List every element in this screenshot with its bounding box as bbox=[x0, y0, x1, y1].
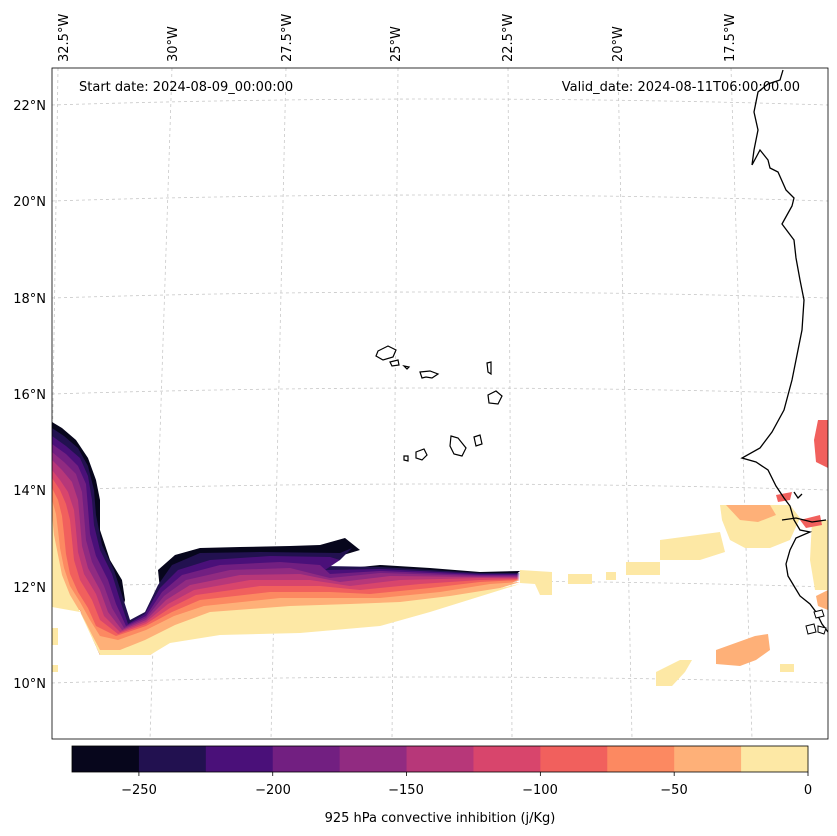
lon-label-20w: 20°W bbox=[611, 26, 626, 62]
island-sao-nicolau bbox=[419, 370, 440, 379]
lon-label-25w: 25°W bbox=[389, 26, 404, 62]
meridian-25w bbox=[391, 68, 399, 739]
colorbar-segment bbox=[72, 746, 140, 772]
contour-west-tip bbox=[52, 628, 58, 645]
island-santa-luzia bbox=[402, 365, 411, 370]
map-panel bbox=[52, 68, 828, 739]
island-boa-vista bbox=[487, 390, 503, 405]
parallel-18n bbox=[52, 291, 828, 299]
meridian-22-5w bbox=[507, 68, 513, 739]
island-santiago bbox=[449, 435, 467, 457]
latitude-labels: 22°N 20°N 18°N 16°N 14°N 12°N 10°N bbox=[13, 99, 46, 692]
island-sal bbox=[486, 361, 492, 376]
colorbar-ticks bbox=[138, 772, 809, 776]
parallel-10n bbox=[52, 676, 828, 684]
colorbar-segment bbox=[674, 746, 742, 772]
senegal-river bbox=[793, 491, 803, 500]
colorbar-tick-label-minus50: −50 bbox=[660, 783, 687, 798]
lon-label-32-5w: 32.5°W bbox=[57, 14, 72, 62]
colorbar-segment bbox=[339, 746, 408, 772]
colorbar-title: 925 hPa convective inhibition (j/Kg) bbox=[325, 811, 556, 826]
cape-verde-islands bbox=[375, 345, 503, 462]
bissagos-islands bbox=[805, 609, 827, 635]
lat-label-18n: 18°N bbox=[13, 292, 46, 307]
island-sao-vicente bbox=[389, 359, 400, 367]
map-frame bbox=[51, 67, 829, 740]
colorbar-tick-label-minus100: −100 bbox=[522, 783, 558, 798]
contour-east-band bbox=[520, 505, 828, 686]
parallel-22n bbox=[52, 98, 828, 106]
colorbar-segments bbox=[72, 746, 809, 772]
longitude-labels: 32.5°W 30°W 27.5°W 25°W 22.5°W 20°W 17.5… bbox=[57, 14, 738, 62]
colorbar-segment bbox=[473, 746, 541, 772]
colorbar-segment bbox=[741, 746, 809, 772]
island-santo-antao bbox=[375, 345, 397, 361]
colorbar-frame bbox=[71, 745, 809, 773]
colorbar-segment bbox=[205, 746, 274, 772]
colorbar: −250 −200 −150 −100 −50 0 925 hPa convec… bbox=[71, 745, 812, 826]
lat-label-22n: 22°N bbox=[13, 99, 46, 114]
contour-west-dot bbox=[52, 665, 58, 672]
contour-west-11 bbox=[52, 515, 520, 655]
meridian-20w bbox=[617, 68, 633, 739]
colorbar-segment bbox=[138, 746, 207, 772]
contour-east-warm bbox=[716, 505, 828, 666]
colorbar-segment bbox=[540, 746, 608, 772]
africa-coast bbox=[740, 69, 828, 633]
colorbar-tick-label-0: 0 bbox=[804, 783, 812, 798]
coastlines bbox=[740, 69, 828, 633]
lat-label-12n: 12°N bbox=[13, 581, 46, 596]
colorbar-segment bbox=[272, 746, 341, 772]
colorbar-segment bbox=[406, 746, 474, 772]
start-date-label: Start date: 2024-08-09_00:00:00 bbox=[79, 80, 293, 95]
gambia-coast bbox=[781, 517, 827, 523]
colorbar-tick-label-minus150: −150 bbox=[388, 783, 424, 798]
lon-label-30w: 30°W bbox=[166, 26, 181, 62]
lon-label-17-5w: 17.5°W bbox=[723, 14, 738, 62]
lat-label-14n: 14°N bbox=[13, 484, 46, 499]
lat-label-10n: 10°N bbox=[13, 677, 46, 692]
lon-label-22-5w: 22.5°W bbox=[501, 14, 516, 62]
island-maio bbox=[473, 434, 483, 447]
lon-label-27-5w: 27.5°W bbox=[280, 14, 295, 62]
lat-label-16n: 16°N bbox=[13, 388, 46, 403]
meridian-17-5w bbox=[730, 68, 753, 739]
island-brava bbox=[403, 455, 409, 462]
island-fogo bbox=[415, 448, 428, 461]
colorbar-tick-label-minus250: −250 bbox=[121, 783, 157, 798]
parallel-14n bbox=[52, 483, 828, 491]
colorbar-tick-label-minus200: −200 bbox=[255, 783, 291, 798]
parallel-16n bbox=[52, 387, 828, 395]
parallel-20n bbox=[52, 194, 828, 202]
cin-contours bbox=[52, 420, 828, 686]
colorbar-segment bbox=[607, 746, 675, 772]
valid-date-label: Valid_date: 2024-08-11T06:00:00.00 bbox=[562, 80, 800, 95]
lat-label-20n: 20°N bbox=[13, 195, 46, 210]
